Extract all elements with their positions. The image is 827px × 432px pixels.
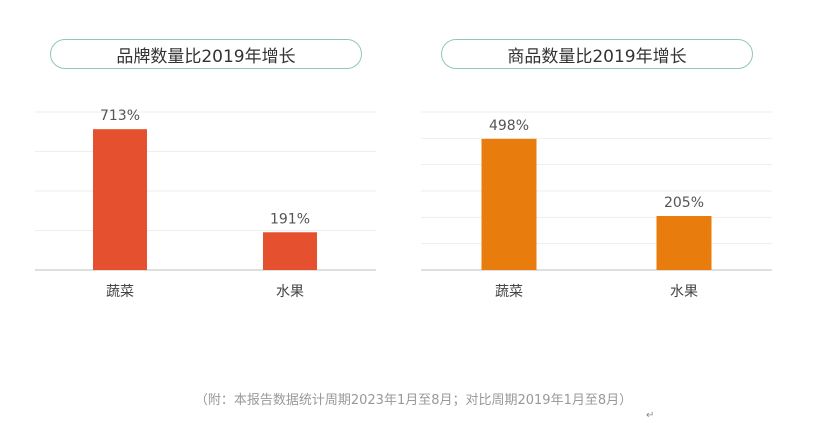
value-label: 713% <box>100 108 140 124</box>
footnote: （附：本报告数据统计周期2023年1月至8月；对比周期2019年1月至8月） <box>194 393 633 408</box>
bar <box>481 138 537 270</box>
chart-title-brand-growth: 品牌数量比2019年增长 <box>50 39 362 69</box>
chart-title-product-growth: 商品数量比2019年增长 <box>441 39 753 69</box>
value-label: 498% <box>489 118 529 134</box>
value-label: 191% <box>270 211 310 227</box>
category-label: 水果 <box>276 284 304 300</box>
bar <box>263 232 317 270</box>
bar <box>93 129 147 270</box>
category-label: 蔬菜 <box>106 284 134 300</box>
value-label: 205% <box>664 195 704 211</box>
return-mark: ↵ <box>646 410 655 421</box>
bar <box>656 216 712 270</box>
category-label: 水果 <box>670 284 698 300</box>
category-label: 蔬菜 <box>495 284 523 300</box>
